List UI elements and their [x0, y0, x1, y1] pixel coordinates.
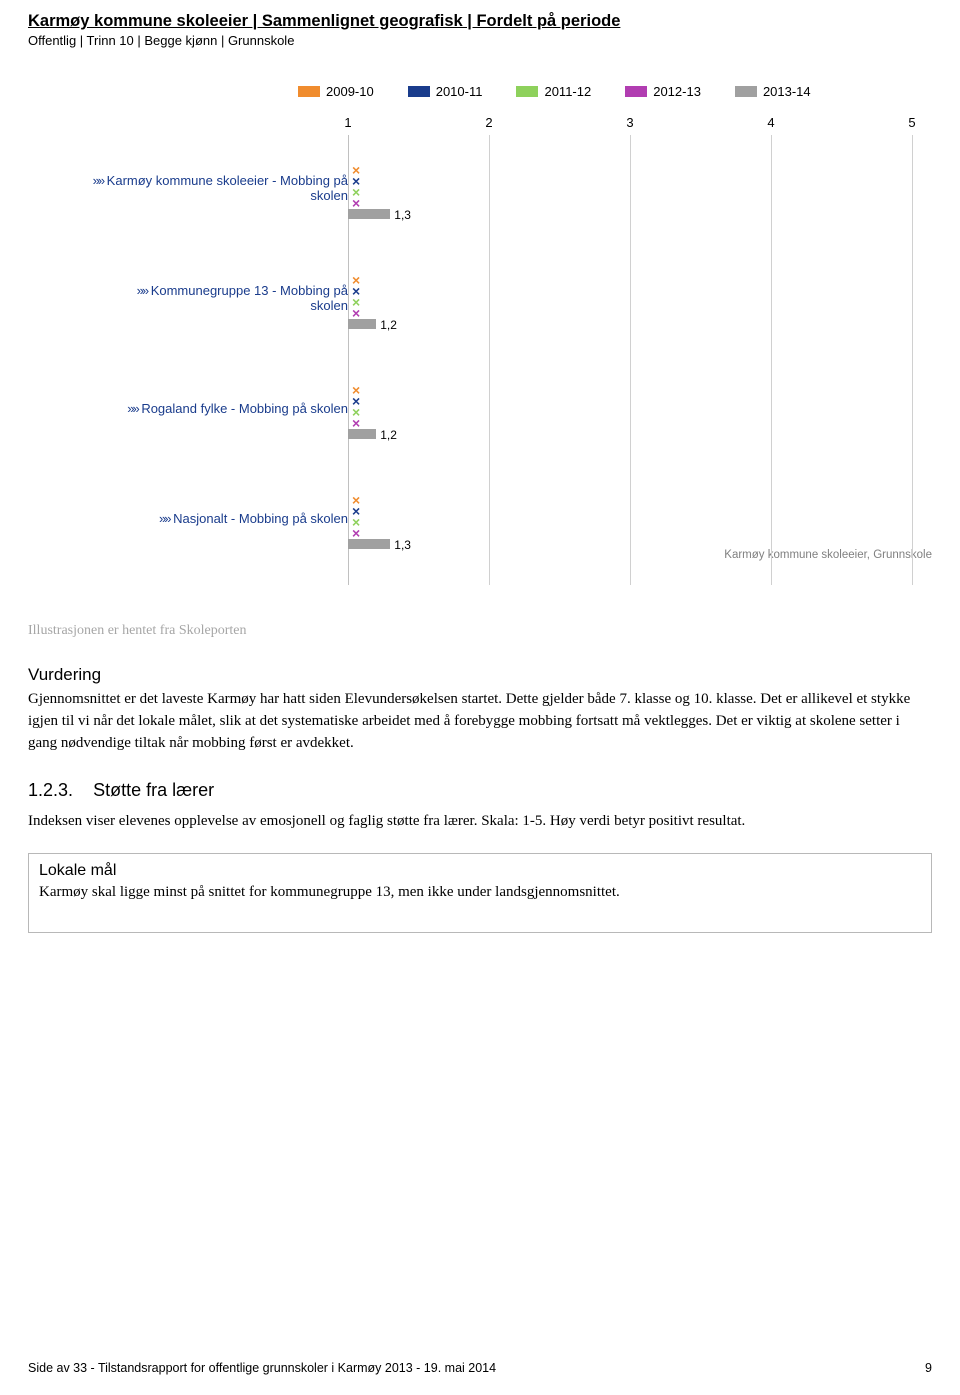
- category-label: »» Nasjonalt - Mobbing på skolen: [28, 511, 348, 526]
- category-label: »» Rogaland fylke - Mobbing på skolen: [28, 401, 348, 416]
- local-goals-box: Lokale mål Karmøy skal ligge minst på sn…: [28, 853, 932, 933]
- bar-value-label: 1,2: [380, 318, 397, 332]
- bar-value-label: 1,3: [394, 538, 411, 552]
- chart-bar: [348, 319, 376, 329]
- bar-chart: 1 2 3 4 5 »» Karmøy kommune skoleeier - Mobb…: [28, 115, 932, 585]
- x-tick-label: 1: [344, 115, 351, 130]
- x-axis: 12345: [348, 115, 922, 135]
- section-number: 1.2.3.: [28, 780, 73, 800]
- legend-swatch: [735, 86, 757, 97]
- category-label: »» Karmøy kommune skoleeier - Mobbing på…: [28, 173, 348, 203]
- legend-label: 2012-13: [653, 84, 701, 99]
- chart-bar: [348, 429, 376, 439]
- legend-swatch: [625, 86, 647, 97]
- legend-label: 2010-11: [436, 84, 483, 99]
- legend-label: 2009-10: [326, 84, 374, 99]
- x-tick-label: 4: [767, 115, 774, 130]
- footer-page-number: 9: [925, 1361, 932, 1375]
- page-subtitle: Offentlig | Trinn 10 | Begge kjønn | Gru…: [28, 33, 932, 48]
- section-body: Indeksen viser elevenes opplevelse av em…: [28, 811, 932, 833]
- footer-left: Side av 33 - Tilstandsrapport for offent…: [28, 1361, 496, 1375]
- legend-item: 2012-13: [625, 84, 701, 99]
- chart-category: »» Nasjonalt - Mobbing på skolen××××1,3: [348, 495, 922, 555]
- local-goals-body: Karmøy skal ligge minst på snittet for k…: [39, 882, 921, 904]
- chart-category: »» Kommunegruppe 13 - Mobbing påskolen××…: [348, 275, 922, 335]
- section-heading: 1.2.3. Støtte fra lærer: [28, 780, 932, 801]
- chart-category: »» Rogaland fylke - Mobbing på skolen×××…: [348, 385, 922, 445]
- vurdering-body: Gjennomsnittet er det laveste Karmøy har…: [28, 689, 932, 754]
- x-tick-label: 5: [908, 115, 915, 130]
- chart-legend: 2009-10 2010-11 2011-12 2012-13 2013-14: [298, 84, 932, 99]
- local-goals-heading: Lokale mål: [39, 862, 921, 880]
- page-title: Karmøy kommune skoleeier | Sammenlignet …: [28, 12, 932, 31]
- legend-label: 2013-14: [763, 84, 811, 99]
- legend-swatch: [408, 86, 430, 97]
- legend-swatch: [516, 86, 538, 97]
- x-tick-label: 3: [626, 115, 633, 130]
- legend-item: 2011-12: [516, 84, 591, 99]
- legend-item: 2010-11: [408, 84, 483, 99]
- page-footer: Side av 33 - Tilstandsrapport for offent…: [28, 1361, 932, 1375]
- vurdering-heading: Vurdering: [28, 665, 932, 685]
- x-tick-label: 2: [485, 115, 492, 130]
- legend-label: 2011-12: [544, 84, 591, 99]
- illustration-note: Illustrasjonen er hentet fra Skoleporten: [28, 623, 932, 639]
- legend-item: 2013-14: [735, 84, 811, 99]
- legend-swatch: [298, 86, 320, 97]
- bar-value-label: 1,3: [394, 208, 411, 222]
- section-title: Støtte fra lærer: [93, 780, 214, 800]
- chart-bar: [348, 209, 390, 219]
- chart-category: »» Karmøy kommune skoleeier - Mobbing på…: [348, 165, 922, 225]
- bar-value-label: 1,2: [380, 428, 397, 442]
- chart-bar: [348, 539, 390, 549]
- legend-item: 2009-10: [298, 84, 374, 99]
- category-label: »» Kommunegruppe 13 - Mobbing påskolen: [28, 283, 348, 313]
